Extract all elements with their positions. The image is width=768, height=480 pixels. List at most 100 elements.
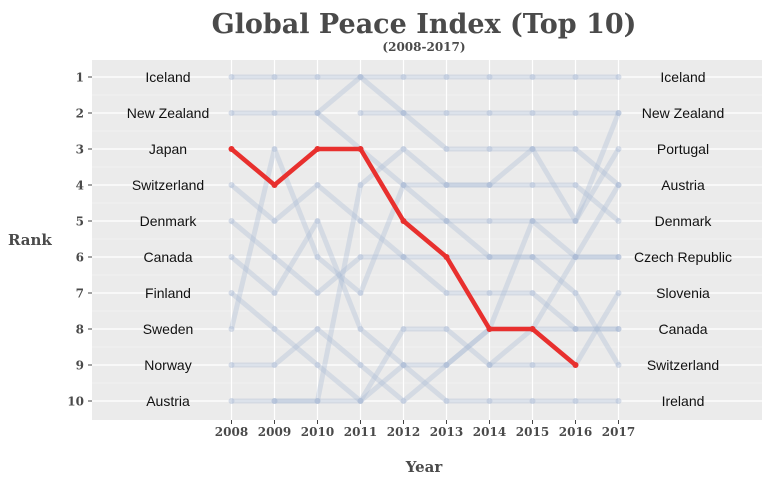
background-series-point [357, 326, 364, 332]
highlight-series-point [529, 326, 536, 332]
background-series-point [314, 218, 321, 224]
background-series-point [529, 146, 536, 152]
background-series-point [486, 362, 493, 368]
background-series-point [271, 290, 278, 296]
background-series-point [314, 182, 321, 188]
background-series-point [400, 254, 407, 260]
background-series-point [314, 362, 321, 368]
y-tick-label: 9 [76, 359, 84, 373]
background-series-point [529, 362, 536, 368]
y-tick-label: 5 [76, 215, 84, 229]
background-series-point [615, 398, 622, 404]
chart-title: Global Peace Index (Top 10) [212, 9, 637, 40]
background-series-point [486, 218, 493, 224]
background-series-point [228, 182, 235, 188]
background-series-point [443, 182, 450, 188]
background-series-point [486, 254, 493, 260]
background-series-point [615, 110, 622, 116]
right-country-label: Ireland [662, 393, 705, 409]
background-series-point [400, 74, 407, 80]
background-series-point [486, 398, 493, 404]
background-series-point [486, 254, 493, 260]
x-tick-label: 2014 [473, 425, 506, 439]
right-country-label: Portugal [657, 141, 709, 157]
x-tick-label: 2012 [387, 425, 420, 439]
background-series-point [400, 254, 407, 260]
x-tick-label: 2015 [516, 425, 549, 439]
left-country-label: New Zealand [127, 105, 210, 121]
right-country-label: Iceland [660, 69, 705, 85]
y-tick-label: 8 [76, 323, 84, 337]
background-series-point [357, 110, 364, 116]
background-series-line [274, 326, 619, 404]
background-series-point [443, 362, 450, 368]
background-series-line [231, 112, 621, 404]
background-series-point [400, 362, 407, 368]
background-series-point [572, 218, 579, 224]
right-country-label: Czech Republic [634, 249, 732, 265]
background-series-point [529, 290, 536, 296]
x-axis-label: Year [405, 458, 444, 476]
y-tick-label: 10 [67, 395, 84, 409]
background-series-point [486, 110, 493, 116]
background-series-point [357, 362, 364, 368]
left-country-label: Japan [149, 141, 187, 157]
background-series-line [403, 218, 619, 260]
background-series-point [314, 326, 321, 332]
background-series-point [615, 254, 622, 260]
background-series-point [443, 326, 450, 332]
background-series-point [400, 110, 407, 116]
background-series-point [228, 362, 235, 368]
x-axis-ticks: 2008 2009 2010 2011 2012 2013 2014 2015 2016 2017 [215, 420, 635, 439]
right-country-label: New Zealand [642, 105, 725, 121]
background-series-point [486, 146, 493, 152]
background-series-point [486, 290, 493, 296]
background-series-point [443, 74, 450, 80]
background-series-point [529, 218, 536, 224]
background-series-line [229, 146, 621, 330]
background-series-point [271, 398, 278, 404]
background-series-point [228, 290, 235, 296]
background-series-line [229, 291, 621, 404]
background-series-line [487, 183, 621, 367]
background-series-point [572, 74, 579, 80]
chart-subtitle: (2008-2017) [382, 40, 465, 54]
background-series-line [231, 74, 621, 187]
background-series-point [228, 398, 235, 404]
background-series-point [572, 326, 579, 332]
y-tick-label: 7 [76, 287, 84, 301]
background-series-point [400, 146, 407, 152]
background-series-point [400, 182, 407, 188]
highlight-series-point [400, 218, 407, 224]
left-country-label: Finland [145, 285, 191, 301]
background-series-point [271, 74, 278, 80]
left-country-label: Canada [143, 249, 192, 265]
right-country-label: Austria [661, 177, 705, 193]
background-series-point [615, 326, 622, 332]
background-series-point [357, 218, 364, 224]
background-series-point [357, 398, 364, 404]
background-series-point [486, 182, 493, 188]
highlight-series-point [228, 146, 235, 152]
background-series-point [572, 254, 579, 260]
background-series-point [314, 110, 321, 116]
background-series-point [615, 254, 622, 260]
background-series-point [357, 74, 364, 80]
left-country-label: Switzerland [132, 177, 204, 193]
background-series-line [231, 218, 619, 404]
background-series-point [357, 254, 364, 260]
background-series-point [314, 290, 321, 296]
background-series-point [486, 182, 493, 188]
left-country-label: Sweden [143, 321, 194, 337]
background-series-point [443, 218, 450, 224]
right-country-label: Denmark [655, 213, 713, 229]
background-series-point [615, 146, 622, 152]
background-series-point [400, 182, 407, 188]
background-series-line [229, 182, 621, 367]
background-series-point [529, 110, 536, 116]
background-series-point [314, 398, 321, 404]
background-series-point [615, 326, 622, 332]
background-series-point [529, 254, 536, 260]
background-series-point [228, 110, 235, 116]
